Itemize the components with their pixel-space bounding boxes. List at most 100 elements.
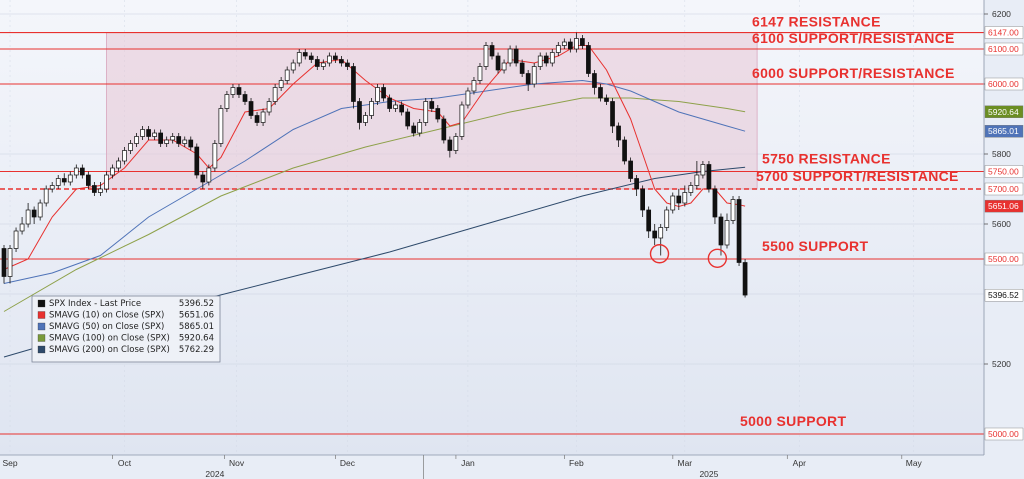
candle-102 (616, 122, 621, 147)
candle-body-48 (290, 62, 296, 71)
candle-47 (284, 66, 290, 84)
legend-value-2: 5865.01 (179, 322, 214, 332)
support-circles (649, 244, 728, 268)
candle-60 (363, 112, 368, 126)
candle-body-77 (465, 90, 471, 106)
candle-12 (73, 164, 79, 179)
candle-body-54 (327, 55, 332, 64)
candle-body-122 (736, 199, 742, 263)
candle-119 (718, 213, 724, 256)
candle-body-120 (724, 220, 730, 246)
xaxis-background (0, 455, 984, 479)
candle-23 (140, 126, 145, 140)
candle-body-17 (104, 174, 109, 190)
candle-69 (417, 119, 423, 137)
value-tag-2: 5651.06 (988, 201, 1019, 211)
legend-box (31, 295, 221, 363)
candle-body-26 (158, 132, 163, 144)
candle-83 (501, 59, 507, 74)
candle-45 (272, 84, 278, 105)
candle-body-21 (128, 143, 133, 151)
candle-52 (314, 56, 320, 70)
candle-body-9 (55, 178, 61, 186)
level-label-6100: 6100 SUPPORT/RESISTANCE (752, 30, 955, 46)
legend-swatch-1 (37, 311, 46, 319)
candle-50 (302, 49, 308, 60)
candle-62 (375, 84, 380, 105)
candle-body-43 (260, 111, 266, 123)
candle-38 (230, 84, 236, 98)
candle-87 (525, 70, 531, 91)
candle-51 (308, 52, 314, 63)
candle-body-123 (742, 262, 748, 296)
candle-body-94 (567, 41, 573, 50)
candle-body-100 (604, 97, 609, 102)
candle-body-82 (495, 55, 501, 71)
candle-body-15 (92, 185, 97, 193)
candle-body-110 (664, 209, 670, 228)
candle-body-112 (676, 195, 682, 204)
candle-body-74 (447, 139, 453, 151)
y-tick-label-6200: 6200 (992, 9, 1011, 19)
candle-76 (459, 101, 465, 140)
candle-body-106 (640, 188, 646, 211)
candle-0 (1, 245, 7, 284)
candle-30 (182, 136, 188, 147)
candle-body-84 (507, 48, 513, 64)
candle-body-99 (598, 87, 603, 99)
candle-body-75 (453, 136, 459, 151)
candle-4 (25, 203, 31, 228)
candle-body-115 (694, 174, 700, 186)
candle-body-97 (586, 45, 591, 74)
candle-103 (622, 136, 627, 165)
candle-109 (658, 224, 664, 256)
x-month-May: May (906, 458, 923, 468)
candle-101 (610, 98, 615, 133)
candle-116 (700, 161, 706, 179)
candle-74 (447, 136, 453, 158)
value-tag-3-box (984, 289, 1024, 302)
candle-body-32 (194, 146, 200, 176)
candle-body-22 (134, 136, 139, 144)
tag-5000: 5000.00 (988, 429, 1019, 439)
candle-11 (67, 171, 73, 186)
candle-115 (694, 161, 700, 189)
legend-name-2: SMAVG (50) on Close (SPX) (49, 322, 164, 332)
tag-6000-box (984, 77, 1024, 91)
candle-body-62 (375, 87, 380, 102)
x-month-Nov: Nov (229, 458, 245, 468)
legend-swatch-0 (37, 299, 46, 308)
tag-5500: 5500.00 (988, 254, 1019, 264)
candle-body-103 (622, 139, 627, 162)
x-year-2025: 2025 (699, 469, 718, 479)
candle-95 (574, 32, 579, 53)
candle-body-89 (537, 55, 543, 67)
candle-body-31 (188, 139, 194, 148)
candle-13 (79, 164, 85, 179)
tag-5750-box (984, 165, 1024, 178)
tag-6147-box (984, 26, 1024, 39)
candle-94 (567, 38, 573, 53)
candle-body-10 (61, 178, 67, 183)
candle-108 (652, 224, 658, 245)
support-circle-1 (707, 248, 728, 268)
candle-3 (19, 217, 25, 235)
candle-body-12 (73, 167, 79, 176)
sma100-line (3, 97, 746, 312)
candle-2 (13, 227, 19, 252)
tag-5700: 5700.00 (988, 184, 1019, 194)
candle-body-104 (628, 160, 633, 179)
candle-6 (37, 199, 43, 221)
candle-17 (104, 171, 109, 193)
candle-15 (92, 182, 97, 196)
candle-80 (483, 42, 489, 70)
tag-5700-box (984, 182, 1024, 196)
value-tag-0: 5920.64 (988, 107, 1019, 117)
candle-37 (224, 91, 230, 112)
candle-91 (549, 49, 555, 67)
candle-36 (218, 105, 224, 147)
candle-body-42 (254, 115, 260, 123)
candle-body-47 (284, 69, 290, 81)
candle-8 (49, 182, 55, 193)
candle-body-109 (658, 227, 664, 239)
